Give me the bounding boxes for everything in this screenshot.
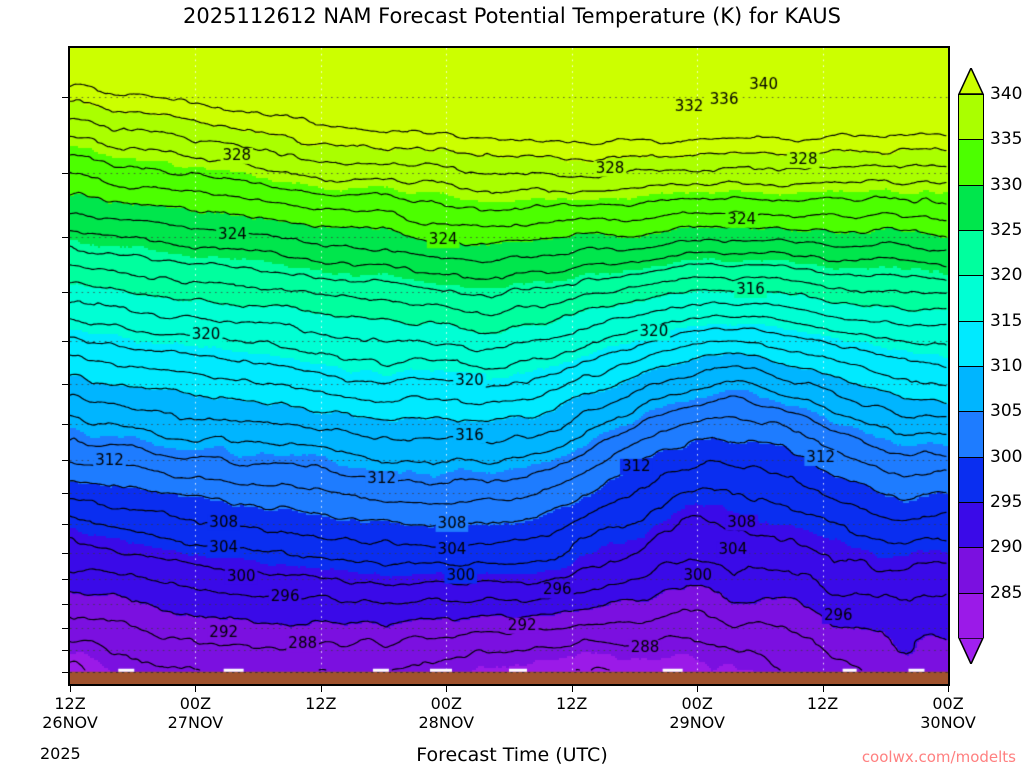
contour-plot-canvas <box>70 48 948 684</box>
x-axis-label: 00Z 30NOV <box>920 694 976 732</box>
colorbar-segment <box>958 94 984 140</box>
x-axis-label: 00Z 29NOV <box>669 694 725 732</box>
colorbar-segment <box>958 547 984 593</box>
colorbar-label: 315 <box>990 310 1023 331</box>
page-title: 2025112612 NAM Forecast Potential Temper… <box>183 4 841 28</box>
x-axis-label: 12Z <box>806 694 839 713</box>
colorbar-segment <box>958 320 984 366</box>
colorbar-label: 330 <box>990 174 1023 195</box>
colorbar-label: 305 <box>990 401 1023 422</box>
colorbar-segment <box>958 275 984 321</box>
x-axis-label: 00Z 28NOV <box>418 694 475 732</box>
x-axis-label: 00Z 27NOV <box>167 694 224 732</box>
colorbar-label: 310 <box>990 356 1023 376</box>
x-axis-tick <box>446 686 448 692</box>
colorbar-label: 290 <box>990 537 1023 558</box>
colorbar <box>957 66 985 666</box>
x-axis-tick <box>948 686 949 692</box>
colorbar-top-arrow <box>957 66 985 95</box>
x-axis-label: 12Z <box>305 694 337 713</box>
colorbar-label: 335 <box>990 129 1023 150</box>
x-axis-tick <box>571 686 573 692</box>
colorbar-segment <box>958 411 984 457</box>
colorbar-bottom-arrow <box>957 637 985 666</box>
x-axis-label: 12Z <box>556 694 588 713</box>
watermark: coolwx.com/modelts <box>861 748 1016 766</box>
colorbar-segment <box>958 230 984 276</box>
colorbar-label: 300 <box>990 446 1023 467</box>
colorbar-segment <box>958 184 984 230</box>
x-axis-tick <box>195 686 197 692</box>
colorbar-label: 320 <box>990 265 1023 286</box>
x-axis-tick <box>320 686 322 692</box>
x-axis-year: 2025 <box>40 744 81 763</box>
plot-area <box>68 46 950 686</box>
colorbar-segment <box>958 366 984 412</box>
colorbar-label: 340 <box>990 84 1023 104</box>
colorbar-label: 325 <box>990 220 1023 240</box>
x-axis-title: Forecast Time (UTC) <box>416 744 608 766</box>
colorbar-label: 295 <box>990 492 1023 512</box>
colorbar-segment <box>958 139 984 185</box>
x-axis-tick <box>697 686 699 692</box>
colorbar-segment <box>958 456 984 502</box>
x-axis-tick <box>822 686 824 692</box>
colorbar-label: 285 <box>990 582 1023 603</box>
colorbar-segment <box>958 592 984 638</box>
x-axis-tick <box>70 686 71 692</box>
x-axis-label: 12Z 26NOV <box>42 694 98 732</box>
colorbar-segment <box>958 502 984 548</box>
